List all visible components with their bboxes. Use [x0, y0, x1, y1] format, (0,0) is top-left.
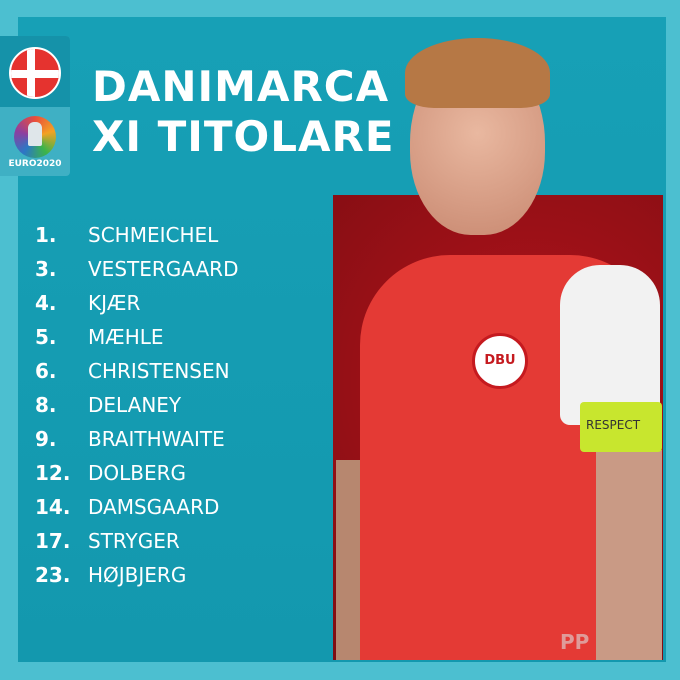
title-line-1: DANIMARCA — [92, 62, 390, 111]
player-number: 14. — [35, 495, 71, 519]
player-arm-right — [596, 450, 662, 660]
list-item: 5. MÆHLE — [35, 320, 238, 354]
player-number: 1. — [35, 223, 57, 247]
player-name: SCHMEICHEL — [88, 223, 219, 247]
player-number: 5. — [35, 325, 57, 349]
player-name: DOLBERG — [88, 461, 187, 485]
player-number: 8. — [35, 393, 57, 417]
player-hair — [405, 38, 550, 108]
denmark-flag-icon — [9, 47, 61, 99]
lineup-list: 1. SCHMEICHEL 3. VESTERGAARD 4. KJÆR 5. MÆHLE 6.… — [35, 218, 238, 592]
page-title: DANIMARCA XI TITOLARE — [92, 62, 395, 162]
armband-text: RESPECT — [586, 418, 641, 432]
player-number: 9. — [35, 427, 57, 451]
player-name: DELANEY — [88, 393, 182, 417]
list-item: 17. STRYGER — [35, 524, 238, 558]
title-line-2: XI TITOLARE — [92, 112, 395, 161]
player-number: 3. — [35, 257, 57, 281]
player-number: 6. — [35, 359, 57, 383]
flag-box — [0, 36, 70, 107]
euro2020-logo-icon — [14, 116, 56, 158]
euro2020-label: EURO2020 — [8, 159, 62, 169]
player-number: 12. — [35, 461, 71, 485]
list-item: 8. DELANEY — [35, 388, 238, 422]
player-name: DAMSGAARD — [88, 495, 220, 519]
list-item: 12. DOLBERG — [35, 456, 238, 490]
player-name: BRAITHWAITE — [88, 427, 225, 451]
captain-armband: RESPECT — [580, 402, 662, 452]
list-item: 23. HØJBJERG — [35, 558, 238, 592]
player-number: 23. — [35, 563, 71, 587]
list-item: 14. DAMSGAARD — [35, 490, 238, 524]
list-item: 4. KJÆR — [35, 286, 238, 320]
list-item: 1. SCHMEICHEL — [35, 218, 238, 252]
badge-column: EURO2020 — [0, 36, 70, 176]
watermark: PP — [560, 630, 590, 654]
player-name: MÆHLE — [88, 325, 164, 349]
player-name: KJÆR — [88, 291, 141, 315]
list-item: 9. BRAITHWAITE — [35, 422, 238, 456]
player-sleeve — [560, 265, 660, 425]
list-item: 3. VESTERGAARD — [35, 252, 238, 286]
player-name: VESTERGAARD — [88, 257, 239, 281]
player-name: STRYGER — [88, 529, 180, 553]
list-item: 6. CHRISTENSEN — [35, 354, 238, 388]
player-name: HØJBJERG — [88, 563, 187, 587]
player-number: 4. — [35, 291, 57, 315]
dbu-crest-icon: DBU — [472, 333, 528, 389]
player-number: 17. — [35, 529, 71, 553]
player-name: CHRISTENSEN — [88, 359, 230, 383]
